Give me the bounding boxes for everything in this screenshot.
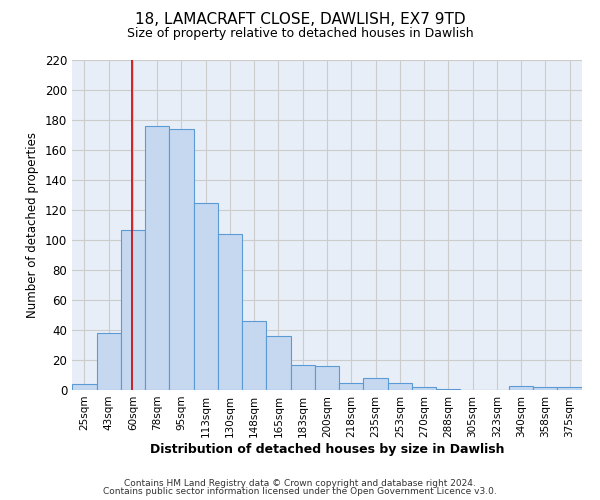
Bar [266, 336, 291, 390]
Bar [291, 364, 314, 390]
Text: Size of property relative to detached houses in Dawlish: Size of property relative to detached ho… [127, 28, 473, 40]
Bar [340, 382, 363, 390]
Bar [242, 321, 266, 390]
Bar [436, 388, 460, 390]
Bar [533, 387, 557, 390]
Bar [194, 202, 218, 390]
Text: 18 LAMACRAFT CLOSE: 59sqm
← 3% of detached houses are smaller (28)
96% of semi-d: 18 LAMACRAFT CLOSE: 59sqm ← 3% of detach… [0, 499, 1, 500]
Bar [72, 384, 97, 390]
Bar [121, 230, 145, 390]
Bar [388, 382, 412, 390]
Bar [97, 333, 121, 390]
Bar [363, 378, 388, 390]
Bar [169, 129, 194, 390]
Bar [218, 234, 242, 390]
Y-axis label: Number of detached properties: Number of detached properties [26, 132, 39, 318]
Bar [412, 387, 436, 390]
Text: 18, LAMACRAFT CLOSE, DAWLISH, EX7 9TD: 18, LAMACRAFT CLOSE, DAWLISH, EX7 9TD [134, 12, 466, 28]
Text: Contains HM Land Registry data © Crown copyright and database right 2024.: Contains HM Land Registry data © Crown c… [124, 478, 476, 488]
Bar [509, 386, 533, 390]
Bar [314, 366, 340, 390]
Bar [145, 126, 169, 390]
Text: Contains public sector information licensed under the Open Government Licence v3: Contains public sector information licen… [103, 487, 497, 496]
Bar [557, 387, 582, 390]
X-axis label: Distribution of detached houses by size in Dawlish: Distribution of detached houses by size … [150, 442, 504, 456]
